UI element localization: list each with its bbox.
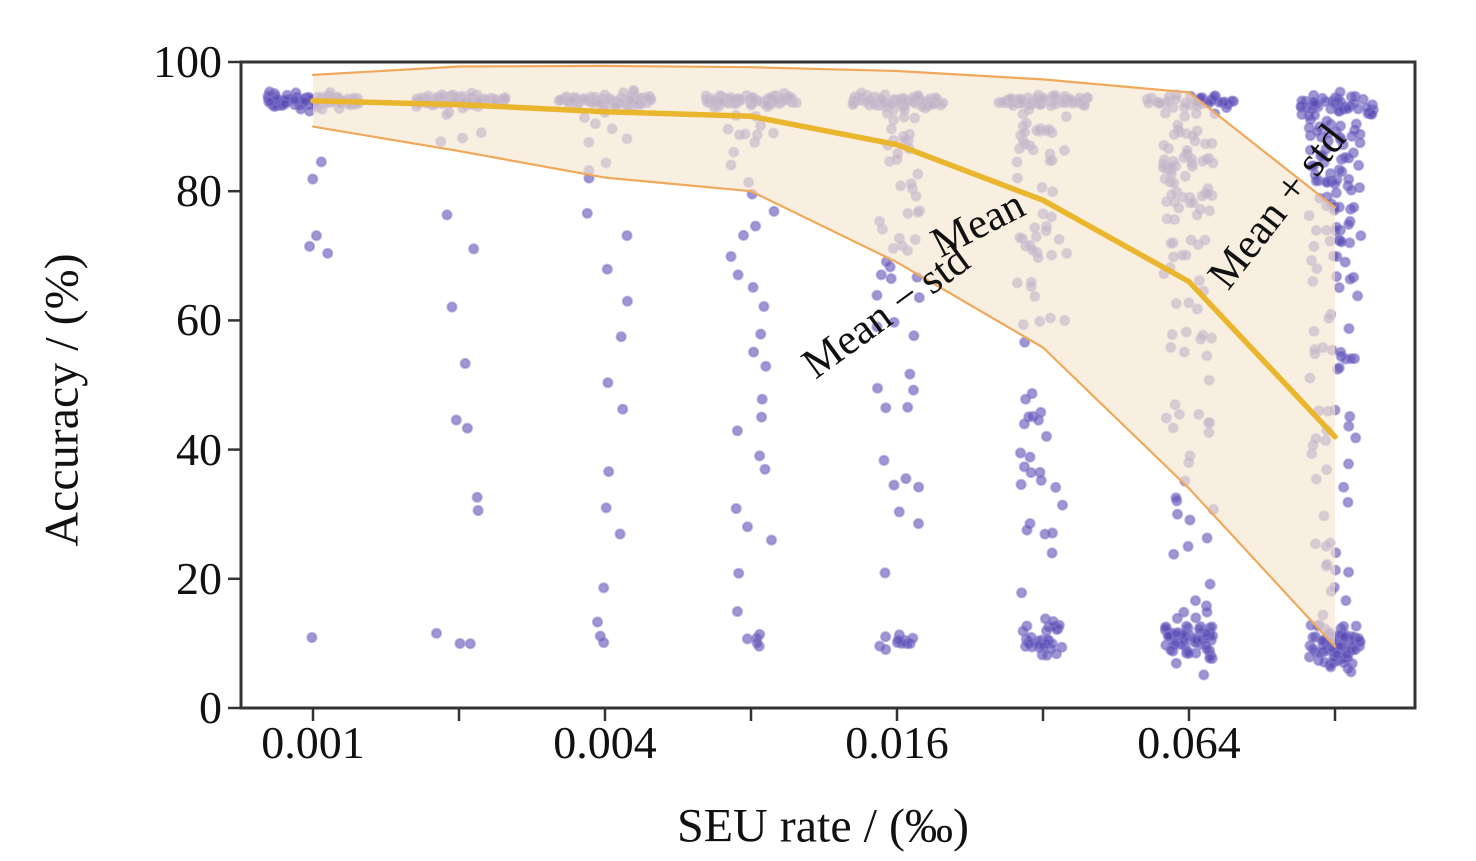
std-band <box>313 65 1335 647</box>
x-axis-title: SEU rate / (‰) <box>677 799 969 853</box>
y-tick-label-0: 0 <box>199 682 222 733</box>
mean-minus-std-line <box>311 125 1337 648</box>
y-tick-label-100: 100 <box>153 36 222 87</box>
x-tick-label-0001: 0.001 <box>261 717 365 768</box>
y-tick-label-20: 20 <box>176 553 222 604</box>
x-tick-label-0016: 0.016 <box>845 717 949 768</box>
x-tick-label-0004: 0.004 <box>553 717 657 768</box>
mean-line <box>310 98 1338 440</box>
plot-border <box>239 60 1417 710</box>
y-tick-label-60: 60 <box>176 294 222 345</box>
x-tick-label-0064: 0.064 <box>1137 717 1241 768</box>
y-tick-label-40: 40 <box>176 424 222 475</box>
mean-plus-std-line <box>311 64 1337 209</box>
y-axis-title: Accuracy / (%) <box>35 253 89 547</box>
y-tick-label-80: 80 <box>176 165 222 216</box>
